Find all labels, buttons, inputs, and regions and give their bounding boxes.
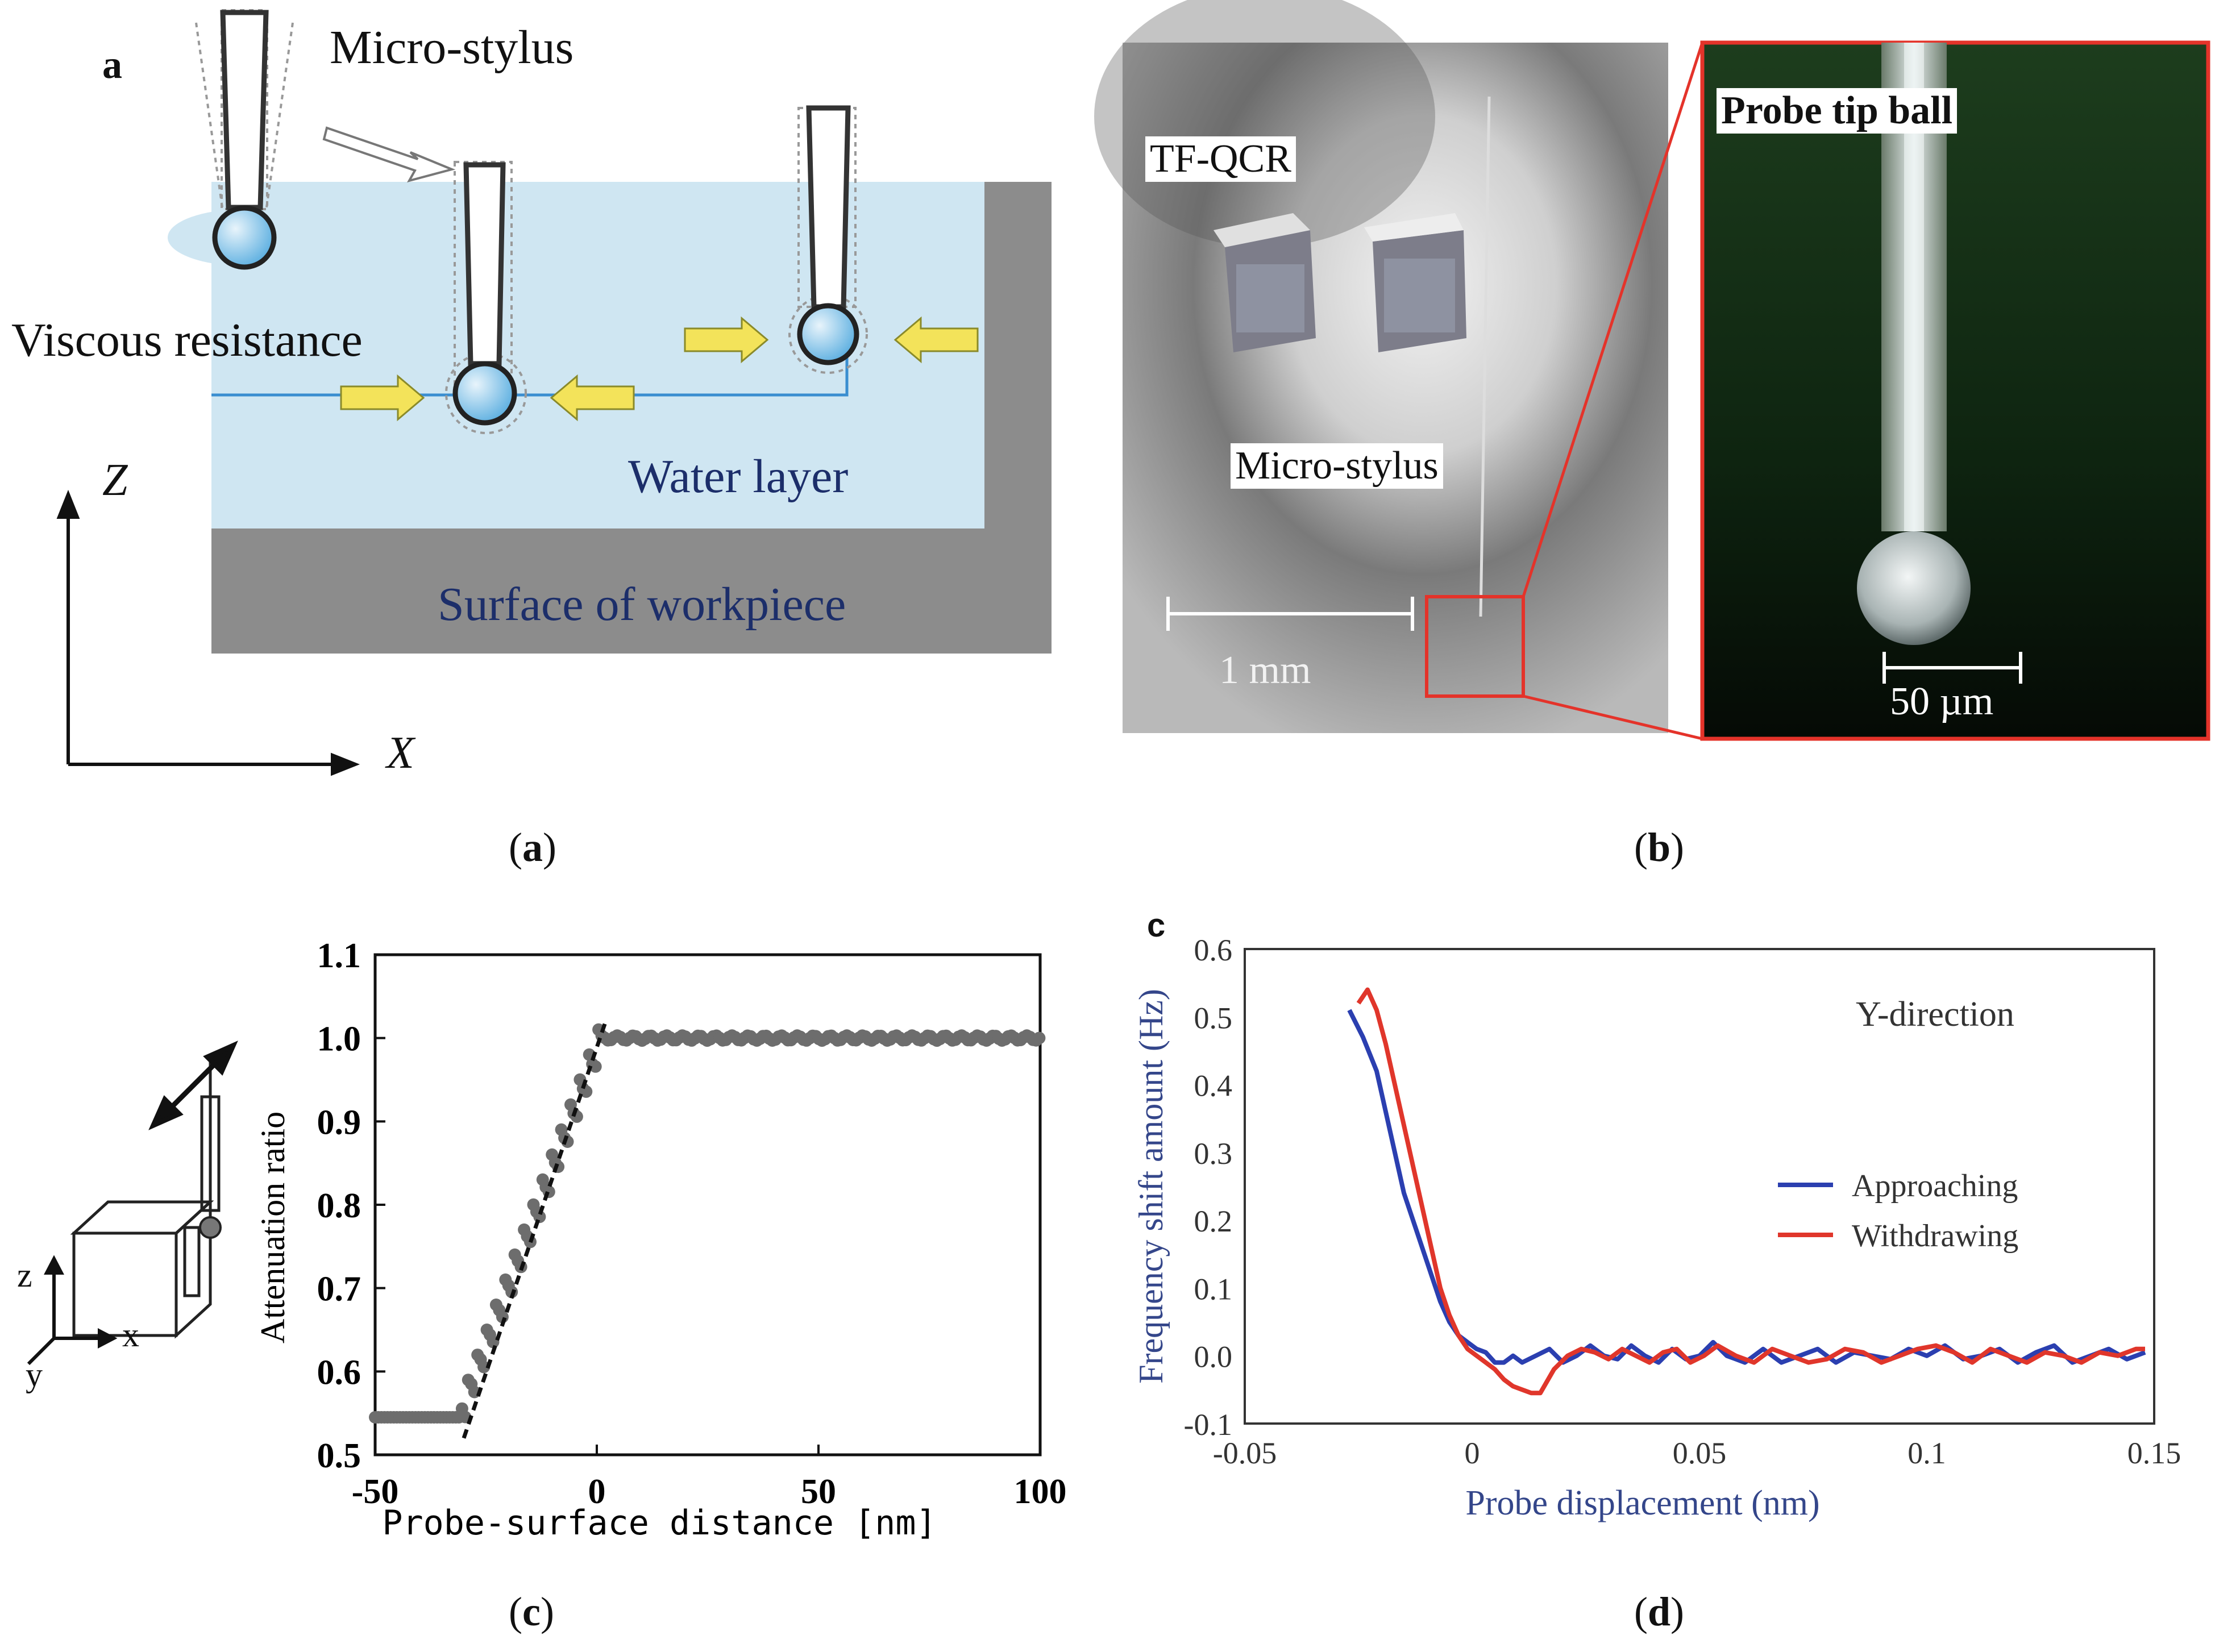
- small-axis-y: y: [26, 1356, 43, 1393]
- label-surface-of-workpiece: Surface of workpiece: [438, 578, 846, 631]
- stylus-wire: [1479, 96, 1491, 617]
- fit-line: [462, 1021, 608, 1439]
- x-tick-label: 0.15: [2127, 1436, 2181, 1470]
- caption-a: (a): [509, 825, 556, 870]
- panel-a-diagram: [56, 9, 1052, 776]
- label-viscous-resistance: Viscous resistance: [11, 314, 363, 367]
- zoom-box: [1425, 595, 1525, 698]
- axis-x-label: X: [387, 728, 414, 778]
- stylus-wall: [788, 105, 868, 374]
- caption-c-letter: c: [522, 1589, 541, 1634]
- axis-z-label: Z: [102, 455, 128, 505]
- x-tick-label: 100: [1014, 1472, 1067, 1511]
- y-tick-label: 0.7: [317, 1270, 361, 1309]
- scatter-series: [369, 1023, 1046, 1424]
- caption-c: (c): [509, 1589, 554, 1634]
- y-axis-label: Attenuation ratio: [254, 1112, 292, 1343]
- data-point: [1033, 1031, 1046, 1045]
- y-tick-label: 0.9: [317, 1103, 361, 1142]
- y-tick-label: 0.2: [1194, 1204, 1233, 1238]
- caption-d-letter: d: [1647, 1589, 1671, 1634]
- x-tick-label: 50: [801, 1472, 836, 1511]
- y-tick-label: 0.4: [1194, 1069, 1233, 1103]
- data-point: [570, 1110, 583, 1123]
- data-point: [589, 1060, 602, 1073]
- tf-qcr-blocks: [1214, 213, 1466, 352]
- x-tick-label: -50: [352, 1472, 399, 1511]
- panel-b-photo: [1094, 0, 2210, 741]
- panel-a-letter: a: [102, 43, 122, 87]
- stylus-surface: [445, 161, 527, 434]
- label-tfqcr: TF-QCR: [1145, 136, 1296, 182]
- series-line-withdrawing: [1356, 987, 2145, 1396]
- small-axis-x: x: [122, 1316, 139, 1354]
- water-surface-line: [211, 347, 849, 397]
- probe-tip-ball: [1857, 531, 1971, 645]
- x-tick-label: -0.05: [1213, 1436, 1277, 1470]
- annotation-y-direction: Y-direction: [1856, 995, 2014, 1034]
- workpiece-surface: [211, 182, 1052, 654]
- legend-label-approaching: Approaching: [1852, 1168, 2018, 1204]
- y-tick-label: 0.8: [317, 1187, 361, 1225]
- x-axis-label: Probe-surface distance [nm]: [382, 1503, 936, 1543]
- photo-right: [1700, 40, 2210, 741]
- y-tick-label: 0.6: [1194, 933, 1233, 967]
- y-tick-label: 0.6: [317, 1353, 361, 1392]
- x-tick-label: 0.1: [1908, 1436, 1946, 1470]
- caption-b-letter: b: [1647, 825, 1671, 870]
- axes-arrows: [56, 489, 360, 776]
- chart-frequency-shift: -0.1 0.0 0.1 0.2 0.3 0.4 0.5 0.6 -0.05 0 0.05 0.1 0.…: [1132, 933, 2181, 1522]
- plot-frame: [1244, 948, 2155, 1425]
- series-line-approaching: [1347, 1009, 2146, 1365]
- label-water-layer: Water layer: [628, 450, 849, 503]
- viscous-force-arrows: [340, 316, 979, 422]
- caption-b: (b): [1634, 825, 1685, 870]
- x-tick-label: 0.05: [1673, 1436, 1727, 1470]
- y-tick-label: 1.0: [317, 1020, 361, 1059]
- water-layer-region: [211, 182, 984, 529]
- label-micro-stylus-b: Micro-stylus: [1231, 443, 1443, 489]
- caption-a-letter: a: [522, 825, 543, 870]
- panel-c-setup-icon: [27, 1041, 238, 1366]
- y-tick-label: -0.1: [1184, 1408, 1232, 1442]
- x-tick-label: 0: [588, 1472, 606, 1511]
- label-scale-1mm: 1 mm: [1219, 648, 1311, 692]
- y-tick-label: 0.1: [1194, 1272, 1233, 1306]
- x-tick-label: 0: [1465, 1436, 1480, 1470]
- stylus-free: [168, 9, 321, 270]
- data-point: [477, 1360, 491, 1374]
- y-tick-label: 0.5: [317, 1437, 361, 1475]
- chart-attenuation: 0.5 0.6 0.7 0.8 0.9 1.0 1.1 -50 0 50 100 Probe-surf…: [254, 937, 1067, 1543]
- panel-d-corner-letter: c: [1147, 907, 1166, 944]
- label-probe-tip-ball: Probe tip ball: [1717, 88, 1958, 134]
- y-axis-label: Frequency shift amount (Hz): [1132, 989, 1170, 1384]
- y-tick-label: 1.1: [317, 937, 361, 975]
- label-micro-stylus-a: Micro-stylus: [330, 21, 574, 74]
- caption-d: (d): [1634, 1589, 1685, 1634]
- small-axis-z: z: [17, 1256, 32, 1294]
- y-tick-label: 0.5: [1194, 1001, 1233, 1035]
- legend-label-withdrawing: Withdrawing: [1852, 1218, 2018, 1254]
- x-axis-label: Probe displacement (nm): [1465, 1484, 1819, 1522]
- motion-arrow: [322, 126, 456, 183]
- y-tick-label: 0.0: [1194, 1340, 1233, 1374]
- label-scale-50um: 50 µm: [1890, 680, 1994, 723]
- y-tick-label: 0.3: [1194, 1137, 1233, 1171]
